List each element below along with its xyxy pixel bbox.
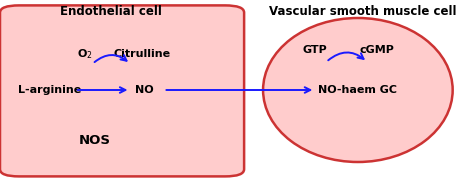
FancyBboxPatch shape: [0, 5, 244, 176]
Text: cGMP: cGMP: [359, 45, 394, 55]
Text: Citrulline: Citrulline: [114, 49, 171, 59]
Text: NO: NO: [135, 85, 154, 95]
Text: GTP: GTP: [303, 45, 328, 55]
Text: Endothelial cell: Endothelial cell: [61, 5, 162, 18]
Ellipse shape: [263, 18, 453, 162]
Text: Vascular smooth muscle cell: Vascular smooth muscle cell: [269, 5, 456, 18]
Text: NOS: NOS: [79, 134, 111, 147]
Text: NO-haem GC: NO-haem GC: [319, 85, 397, 95]
Text: O$_2$: O$_2$: [77, 47, 93, 61]
Text: L-arginine: L-arginine: [18, 85, 82, 95]
